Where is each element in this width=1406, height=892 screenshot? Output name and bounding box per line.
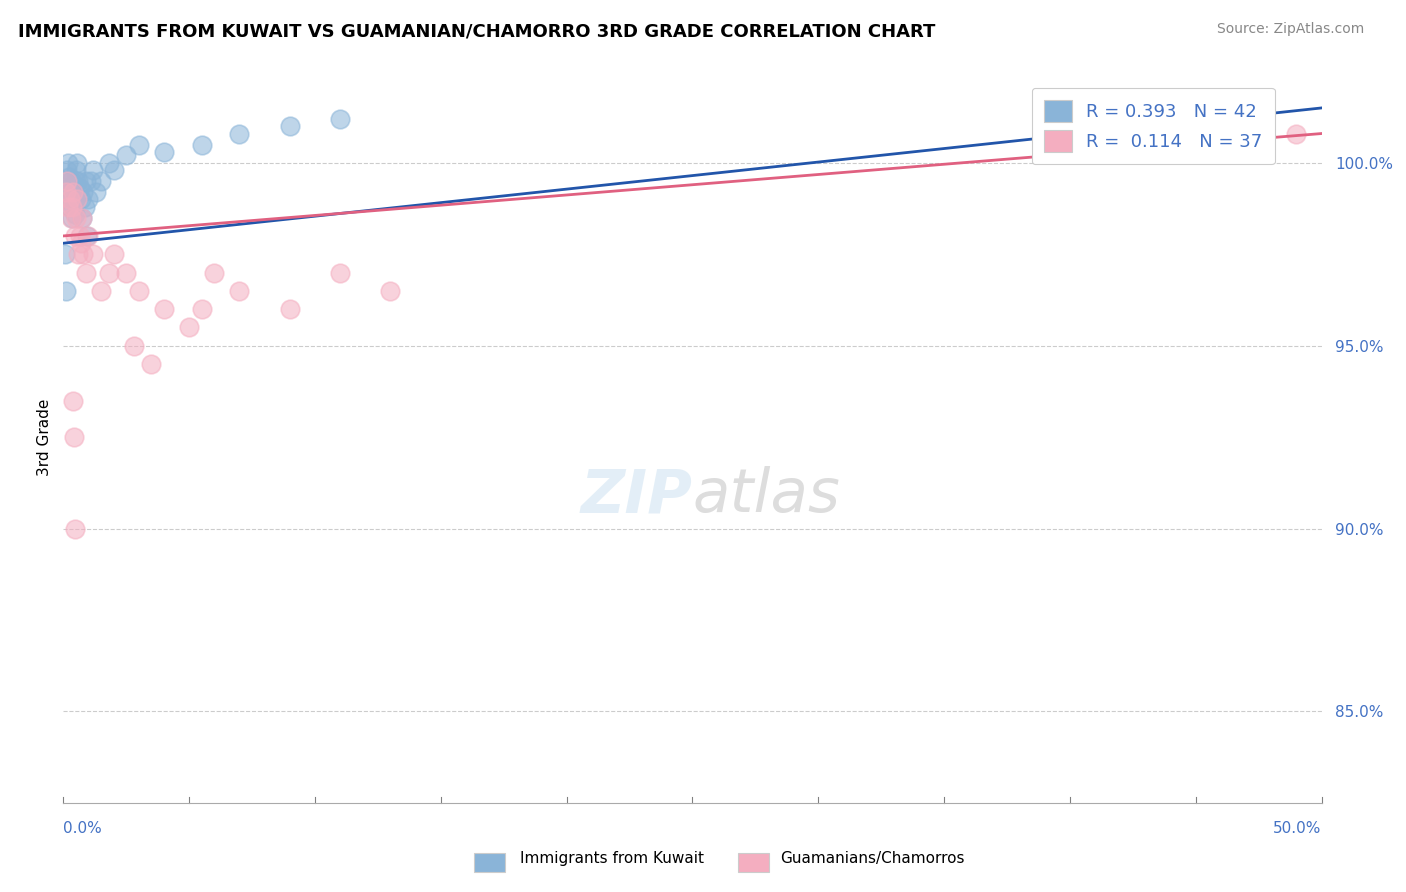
Point <box>59 193 82 207</box>
Point <box>153 145 176 159</box>
Point <box>56 163 79 178</box>
Point <box>63 193 86 207</box>
Text: IMMIGRANTS FROM KUWAIT VS GUAMANIAN/CHAMORRO 3RD GRADE CORRELATION CHART: IMMIGRANTS FROM KUWAIT VS GUAMANIAN/CHAM… <box>18 22 935 40</box>
Point <box>62 185 84 199</box>
Point <box>179 320 201 334</box>
Point <box>53 247 76 261</box>
Point <box>70 211 93 225</box>
Point <box>58 170 80 185</box>
Point <box>77 229 100 244</box>
Point <box>80 174 103 188</box>
Point <box>58 185 80 199</box>
Point <box>278 120 301 134</box>
Point <box>65 522 87 536</box>
Point <box>84 185 107 199</box>
Point <box>75 266 97 280</box>
Point <box>128 137 150 152</box>
Point <box>62 185 84 199</box>
Point <box>70 193 93 207</box>
Text: 50.0%: 50.0% <box>1274 822 1322 836</box>
Text: Immigrants from Kuwait: Immigrants from Kuwait <box>520 851 704 865</box>
Point <box>62 200 84 214</box>
Point <box>63 229 86 244</box>
FancyBboxPatch shape <box>474 853 505 872</box>
Text: atlas: atlas <box>693 467 841 525</box>
Point <box>228 284 250 298</box>
Point <box>55 185 77 199</box>
Point <box>58 193 80 207</box>
Point <box>190 137 212 152</box>
Point <box>1285 127 1308 141</box>
FancyBboxPatch shape <box>738 853 769 872</box>
Point <box>65 163 87 178</box>
Point <box>72 247 94 261</box>
Point <box>77 193 100 207</box>
Text: ZIP: ZIP <box>581 467 693 525</box>
Point <box>67 174 90 188</box>
Legend: R = 0.393   N = 42, R =  0.114   N = 37: R = 0.393 N = 42, R = 0.114 N = 37 <box>1032 87 1275 164</box>
Point <box>153 302 176 317</box>
Point <box>69 181 91 195</box>
Point <box>115 148 138 162</box>
Point <box>75 174 97 188</box>
Point <box>103 247 125 261</box>
Point <box>73 200 96 214</box>
Text: Guamanians/Chamorros: Guamanians/Chamorros <box>780 851 965 865</box>
Point <box>70 236 93 251</box>
Point <box>82 163 104 178</box>
Point <box>60 211 83 225</box>
Point <box>72 185 94 199</box>
Point <box>228 127 250 141</box>
Point <box>90 284 112 298</box>
Point <box>70 211 93 225</box>
Point <box>63 178 86 192</box>
Point <box>56 174 79 188</box>
Point <box>380 284 402 298</box>
Point <box>62 393 84 408</box>
Y-axis label: 3rd Grade: 3rd Grade <box>37 399 52 475</box>
Point <box>59 211 82 225</box>
Point <box>55 284 77 298</box>
Point <box>97 266 120 280</box>
Point <box>141 357 163 371</box>
Point <box>97 156 120 170</box>
Point <box>66 156 89 170</box>
Point <box>122 339 145 353</box>
Point <box>60 200 83 214</box>
Point <box>329 112 352 126</box>
Point <box>56 156 79 170</box>
Point <box>58 181 80 195</box>
Point <box>278 302 301 317</box>
Point <box>66 193 89 207</box>
Text: Source: ZipAtlas.com: Source: ZipAtlas.com <box>1216 22 1364 37</box>
Point <box>55 174 77 188</box>
Point <box>65 207 87 221</box>
Point <box>103 163 125 178</box>
Point <box>115 266 138 280</box>
Point <box>59 200 82 214</box>
Point <box>58 200 80 214</box>
Point <box>128 284 150 298</box>
Point <box>202 266 225 280</box>
Point <box>90 174 112 188</box>
Point <box>65 174 87 188</box>
Text: 0.0%: 0.0% <box>63 822 103 836</box>
Point <box>60 174 83 188</box>
Point <box>329 266 352 280</box>
Point <box>82 247 104 261</box>
Point <box>65 211 87 225</box>
Point <box>63 430 86 444</box>
Point <box>69 229 91 244</box>
Point <box>76 229 98 244</box>
Point <box>190 302 212 317</box>
Point <box>67 247 90 261</box>
